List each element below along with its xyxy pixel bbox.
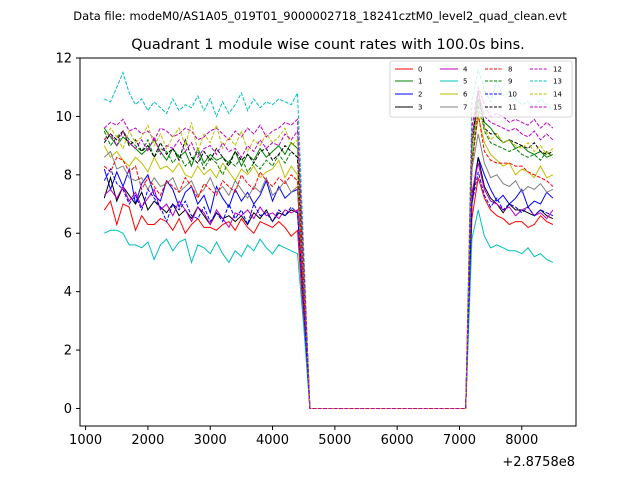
x-tick-label: 7000 — [443, 433, 476, 448]
x-tick-label: 1000 — [69, 433, 102, 448]
series-line-8 — [103, 113, 554, 409]
legend-label-5: 5 — [463, 78, 467, 86]
x-tick-label: 8000 — [505, 433, 538, 448]
y-tick-label: 4 — [64, 285, 72, 300]
legend-label-7: 7 — [463, 104, 467, 112]
legend-label-11: 11 — [508, 104, 517, 112]
legend-label-15: 15 — [553, 104, 562, 112]
y-tick-label: 10 — [55, 110, 72, 125]
series-line-10 — [103, 167, 554, 409]
plot-frame — [79, 57, 577, 427]
x-tick-label: 4000 — [256, 433, 289, 448]
legend-label-14: 14 — [553, 91, 562, 99]
chart-title: Quadrant 1 module wise count rates with … — [131, 37, 525, 53]
legend-label-3: 3 — [418, 104, 422, 112]
legend-label-9: 9 — [508, 78, 512, 86]
series-lines — [103, 69, 554, 409]
x-tick-label: 6000 — [381, 433, 414, 448]
legend-label-2: 2 — [418, 91, 422, 99]
x-tick-label: 5000 — [318, 433, 351, 448]
legend-label-13: 13 — [553, 78, 562, 86]
y-tick-label: 6 — [64, 227, 72, 242]
x-axis-offset-label: +2.8758e8 — [502, 455, 575, 470]
y-tick-label: 0 — [64, 402, 72, 417]
legend-box — [389, 60, 573, 118]
y-tick-label: 12 — [55, 52, 72, 67]
chart-suptitle: Data file: modeM0/AS1A05_019T01_90000027… — [73, 9, 567, 23]
x-tick-label: 3000 — [194, 433, 227, 448]
legend-label-1: 1 — [418, 78, 422, 86]
series-line-7 — [103, 133, 554, 409]
series-line-2 — [103, 157, 554, 409]
legend-label-10: 10 — [508, 91, 517, 99]
series-line-15 — [103, 92, 554, 409]
legend-label-6: 6 — [463, 91, 468, 99]
y-axis: 0 2 4 6 8 10 12 — [55, 52, 80, 417]
legend-label-12: 12 — [553, 66, 562, 74]
y-tick-label: 8 — [64, 168, 72, 183]
series-line-14 — [103, 108, 554, 409]
legend-label-0: 0 — [418, 66, 422, 74]
x-axis: 1000 2000 3000 4000 5000 6000 7000 8000 — [69, 426, 538, 448]
series-line-3 — [103, 157, 554, 409]
series-line-0 — [103, 177, 554, 409]
series-line-13 — [104, 69, 554, 409]
x-tick-label: 2000 — [131, 433, 164, 448]
legend-label-4: 4 — [463, 66, 468, 74]
series-line-5 — [104, 209, 554, 409]
legend-label-8: 8 — [508, 66, 512, 74]
y-tick-label: 2 — [64, 344, 72, 359]
